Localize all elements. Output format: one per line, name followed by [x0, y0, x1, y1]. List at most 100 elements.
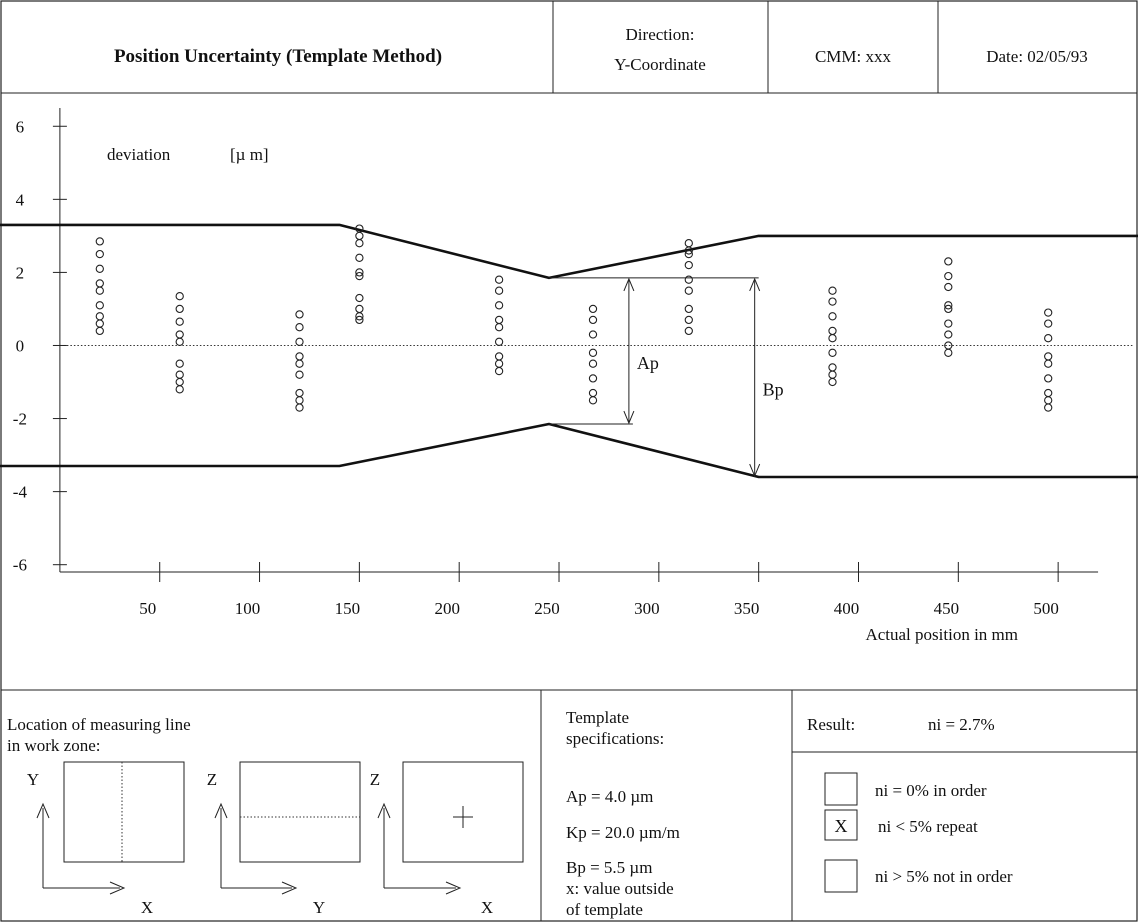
data-point: [95, 319, 104, 328]
data-point: [295, 352, 304, 361]
data-point: [828, 363, 837, 372]
data-point: [95, 279, 104, 288]
spec-ap: Ap = 4.0 µm: [566, 787, 653, 806]
data-point: [944, 348, 953, 357]
x-tick-label: 50: [139, 599, 156, 618]
data-point: [175, 359, 184, 368]
result-option-text: ni = 0% in order: [875, 781, 987, 800]
data-point: [1044, 308, 1053, 317]
data-point: [588, 374, 598, 383]
x-tick-label: 250: [534, 599, 560, 618]
data-point: [494, 352, 504, 361]
spec-bp: Bp = 5.5 µm: [566, 858, 652, 877]
data-point: [588, 315, 598, 325]
result-option-not-in-order: ni > 5% not in order: [824, 859, 1013, 893]
data-point: [175, 292, 184, 301]
data-point: [95, 312, 104, 321]
data-point: [684, 246, 693, 255]
result-checkbox[interactable]: [824, 772, 858, 806]
data-point: [355, 253, 364, 262]
horizontal-axis-label: X: [141, 898, 153, 917]
data-point: [1044, 334, 1053, 343]
arrow-right-icon: [445, 881, 462, 895]
data-point: [355, 268, 364, 277]
arrow-up-icon: [36, 802, 50, 819]
data-point: [828, 334, 837, 343]
upper-template-line: [0, 223, 1138, 280]
vertical-axis-label: Z: [370, 770, 380, 789]
horizontal-axis-label: Y: [313, 898, 325, 917]
data-point: [95, 326, 104, 336]
x-axis-label: Actual position in mm: [865, 625, 1018, 644]
location-title-line1: Location of measuring line: [7, 715, 191, 734]
date-label: Date: 02/05/93: [986, 47, 1088, 66]
arrow-up-icon: [214, 802, 228, 819]
data-point: [355, 239, 364, 248]
data-point: [355, 231, 364, 241]
data-point: [175, 385, 184, 394]
data-point: [175, 304, 184, 314]
vertical-axis-label: Y: [27, 770, 39, 789]
result-checkbox[interactable]: [824, 859, 858, 893]
result-option-text: ni > 5% not in order: [875, 867, 1013, 886]
arrow-up-icon: [377, 802, 391, 819]
x-tick-label: 400: [834, 599, 860, 618]
data-point: [828, 370, 837, 379]
work-zone-panel-zy: Z Y: [207, 761, 361, 917]
dimension-label: Bp: [763, 379, 784, 399]
data-point: [944, 330, 953, 339]
data-point: [944, 282, 953, 292]
data-point: [588, 348, 598, 357]
arrow-right-icon: [281, 881, 298, 895]
x-tick-label: 300: [634, 599, 660, 618]
checkbox-mark: X: [835, 816, 848, 836]
measurement-points: [95, 224, 1053, 412]
result-option-repeat: X ni < 5% repeat: [824, 809, 978, 841]
y-tick-label: -4: [13, 483, 28, 502]
data-point: [944, 304, 953, 314]
data-point: [175, 337, 184, 346]
specs-title-line2: specifications:: [566, 729, 664, 748]
data-point: [1044, 396, 1053, 405]
data-point: [684, 275, 693, 284]
chart-axes: 6 4 2 0 -2 -4 -6 50 100 150 200 250 300 350 400 450 500: [13, 108, 1134, 618]
template-boundaries: [0, 223, 1138, 479]
direction-label: Direction:: [626, 25, 695, 44]
data-point: [828, 286, 837, 295]
data-point: [295, 403, 304, 412]
data-point: [828, 377, 837, 387]
y-tick-label: 0: [16, 336, 25, 355]
arrow-down-icon: [623, 410, 635, 425]
data-point: [175, 317, 184, 326]
data-point: [494, 301, 504, 310]
x-tick-label: 500: [1033, 599, 1059, 618]
result-checkbox[interactable]: [824, 809, 858, 841]
result-option-text: ni < 5% repeat: [878, 817, 978, 836]
y-tick-label: -6: [13, 556, 27, 575]
arrow-right-icon: [109, 881, 126, 895]
horizontal-axis-label: X: [481, 898, 493, 917]
template-specifications: Template specifications: Ap = 4.0 µm Kp …: [566, 708, 680, 919]
arrow-down-icon: [749, 463, 761, 478]
data-point: [828, 326, 837, 336]
location-title-line2: in work zone:: [7, 736, 100, 755]
data-point: [494, 275, 504, 284]
data-point: [295, 310, 304, 319]
x-tick-label: 150: [335, 599, 361, 618]
data-point: [684, 315, 693, 325]
data-point: [355, 293, 364, 303]
data-point: [295, 396, 304, 405]
data-point: [684, 260, 693, 270]
y-tick-label: 2: [16, 263, 25, 282]
x-tick-label: 350: [734, 599, 760, 618]
result-option-in-order: ni = 0% in order: [824, 772, 987, 806]
data-point: [175, 370, 184, 379]
data-point: [684, 239, 693, 248]
data-point: [944, 271, 953, 281]
data-point: [95, 264, 104, 273]
data-point: [944, 301, 953, 310]
y-tick-label: 4: [16, 190, 25, 209]
